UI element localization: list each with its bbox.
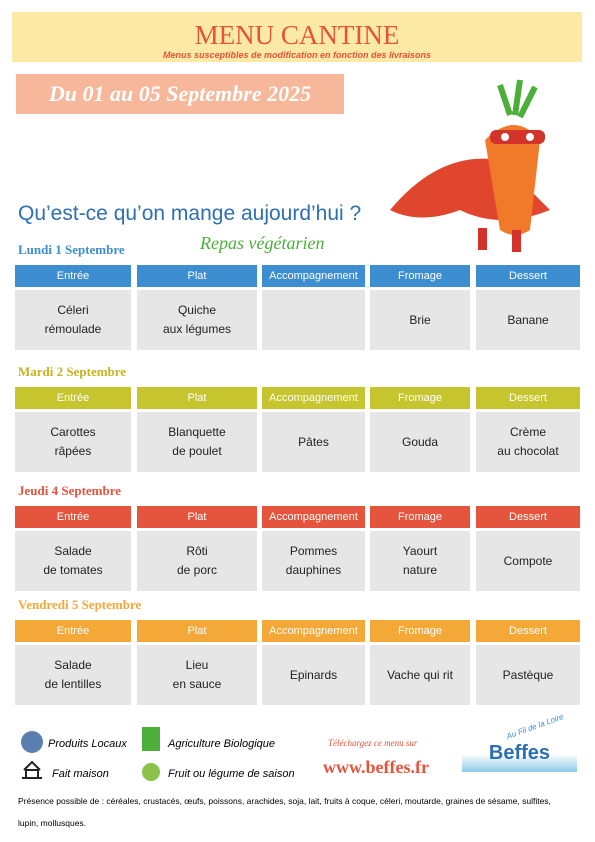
carrot-illustration xyxy=(390,79,550,252)
day-label: Jeudi 4 Septembre xyxy=(18,483,122,498)
title: MENU CANTINE xyxy=(194,20,400,50)
menu-cell: Carottes râpées xyxy=(15,412,131,472)
column-header: Dessert xyxy=(476,620,580,642)
menu-cell: Gouda xyxy=(370,412,470,472)
column-header: Dessert xyxy=(476,506,580,528)
menu-cell: Lieu en sauce xyxy=(137,645,257,705)
question: Qu’est-ce qu’on mange aujourd’hui ? xyxy=(18,202,362,225)
menu-cell: Pâtes xyxy=(262,412,365,472)
menu-cell xyxy=(262,290,365,350)
title-band xyxy=(12,12,582,62)
column-header: Fromage xyxy=(370,506,470,528)
menu-cell: Salade de tomates xyxy=(15,531,131,591)
column-header: Plat xyxy=(137,506,257,528)
column-header: Entrée xyxy=(15,387,131,409)
menu-cell: Salade de lentilles xyxy=(15,645,131,705)
legend-local: Produits Locaux xyxy=(48,738,127,750)
logo-name: Beffes xyxy=(462,742,577,772)
column-header: Entrée xyxy=(15,506,131,528)
column-header: Accompagnement xyxy=(262,620,365,642)
logo-tagline: Au Fil de la Loire xyxy=(505,712,565,741)
column-header: Plat xyxy=(137,387,257,409)
menu-cell: Brie xyxy=(370,290,470,350)
column-header: Fromage xyxy=(370,620,470,642)
column-header: Accompagnement xyxy=(262,506,365,528)
column-header: Dessert xyxy=(476,265,580,287)
menu-cell: Pastèque xyxy=(476,645,580,705)
legend-icons xyxy=(21,731,43,779)
allergens: Présence possible de : céréales, crustac… xyxy=(18,796,551,828)
column-header: Fromage xyxy=(370,387,470,409)
legend-bio: Agriculture Biologique xyxy=(168,738,276,750)
vegetarian-note: Repas végétarien xyxy=(200,233,325,253)
dates: Du 01 au 05 Septembre 2025 xyxy=(16,74,344,114)
menu-cell: Compote xyxy=(476,531,580,591)
menu-cell: Blanquette de poulet xyxy=(137,412,257,472)
column-header: Entrée xyxy=(15,265,131,287)
legend-homemade: Fait maison xyxy=(52,768,109,780)
subtitle: Menus susceptibles de modification en fo… xyxy=(162,50,432,60)
day-label: Vendredi 5 Septembre xyxy=(18,597,142,612)
column-header: Accompagnement xyxy=(262,387,365,409)
menu-cell: Banane xyxy=(476,290,580,350)
menu-cell: Epinards xyxy=(262,645,365,705)
menu-cell: Quiche aux légumes xyxy=(137,290,257,350)
column-header: Entrée xyxy=(15,620,131,642)
menu-cell: Crème au chocolat xyxy=(476,412,580,472)
menu-cell: Pommes dauphines xyxy=(262,531,365,591)
column-header: Plat xyxy=(137,620,257,642)
legend-season: Fruit ou légume de saison xyxy=(168,768,295,780)
column-header: Accompagnement xyxy=(262,265,365,287)
day-label: Lundi 1 Septembre xyxy=(18,242,125,257)
legend-icons-2 xyxy=(142,727,160,781)
download-text: Téléchargez ce menu sur xyxy=(328,738,418,748)
column-header: Plat xyxy=(137,265,257,287)
column-header: Fromage xyxy=(370,265,470,287)
menu-cell: Rôti de porc xyxy=(137,531,257,591)
day-label: Mardi 2 Septembre xyxy=(18,364,127,379)
column-header: Dessert xyxy=(476,387,580,409)
menu-cell: Céleri rémoulade xyxy=(15,290,131,350)
download-url[interactable]: www.beffes.fr xyxy=(323,757,429,777)
menu-cell: Yaourt nature xyxy=(370,531,470,591)
menu-cell: Vache qui rit xyxy=(370,645,470,705)
